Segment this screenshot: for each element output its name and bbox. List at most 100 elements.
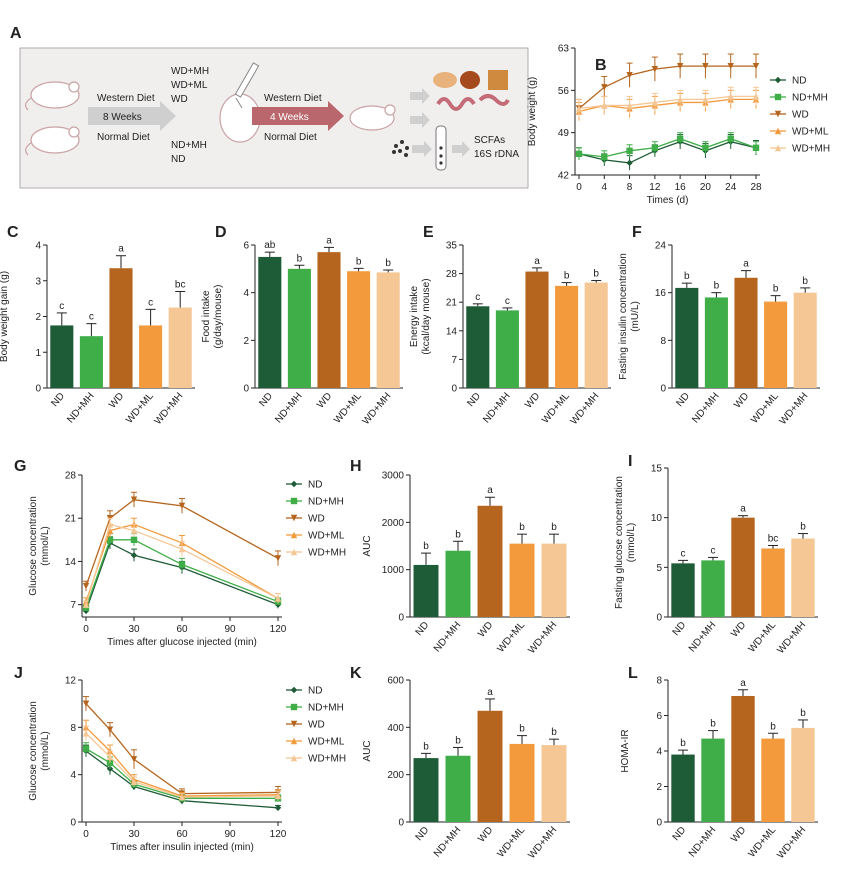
marker-wd <box>676 62 684 70</box>
x-tick-label-wd: WD <box>523 391 542 411</box>
bar-nd-mh <box>445 755 471 822</box>
legend-label-wd: WD <box>308 720 325 731</box>
marker-wd <box>130 756 138 763</box>
significance-letter-wd-mh: b <box>385 258 391 269</box>
marker-nd <box>274 804 282 811</box>
marker-wd <box>290 720 298 728</box>
x-tick-label-wd-mh: WD+MH <box>361 391 394 427</box>
series-line-nd-mh <box>578 138 757 158</box>
y-tick-label-e: 14 <box>446 326 458 337</box>
legend-label-wd-mh: WD+MH <box>308 548 346 559</box>
y-tick-label-f: 16 <box>655 288 667 299</box>
x-tick-label-b: 16 <box>675 182 687 193</box>
bar-nd <box>413 758 439 822</box>
x-tick-label-wd-mh: WD+MH <box>775 825 808 861</box>
significance-letter-wd-ml: b <box>519 522 525 533</box>
marker-wd <box>752 62 760 70</box>
legend-label-nd-mh: ND+MH <box>308 703 344 714</box>
significance-letter-nd-mh: b <box>455 735 461 746</box>
y-tick-label-h: 3000 <box>382 471 405 482</box>
y-tick-label-h: 0 <box>398 613 404 624</box>
panel-label-g: G <box>14 458 26 475</box>
y-tick-label-l: 4 <box>656 747 662 758</box>
bar-wd-mh <box>541 745 567 822</box>
bar-wd-ml <box>764 301 788 388</box>
western-diet-label: Western Diet <box>97 93 155 104</box>
bar-wd <box>317 252 341 388</box>
y-tick-label-b: 56 <box>558 86 570 97</box>
significance-letter-wd-ml: b <box>356 256 362 267</box>
legend-label-wd: WD <box>308 514 325 525</box>
normal-diet-label-2: Normal Diet <box>264 132 317 143</box>
marker-wd-mh <box>702 96 709 103</box>
bar-nd-mh <box>704 297 728 388</box>
sample-arrow <box>412 141 432 157</box>
significance-letter-nd-mh: c <box>505 296 510 307</box>
y-axis-label-line1-f: Fasting insulin concentration <box>618 253 629 380</box>
marker-wd-mh <box>130 527 138 534</box>
x-tick-label-g: 30 <box>128 624 140 635</box>
bar-nd <box>258 256 282 388</box>
marker-wd-mh <box>178 545 186 553</box>
marker-wd <box>290 514 298 522</box>
y-axis-label-g: Glucose concentration(mmol/L) <box>28 496 51 596</box>
marker-wd <box>601 84 608 91</box>
marker-nd-mh <box>178 561 186 568</box>
y-tick-label-c: 0 <box>35 384 41 395</box>
y-axis-label-i: Fasting glucose concentration(mmol/L) <box>614 476 637 609</box>
panel-l: L 0 2 4 6 8 HOMA-IR b ND b ND+MH a WD b WD+ML b WD+MH <box>620 665 818 861</box>
mouse-icon-top <box>25 81 80 111</box>
x-tick-label-nd: ND <box>49 391 67 409</box>
y-tick-label-i: 0 <box>656 613 662 624</box>
marker-wd-mh <box>274 595 282 602</box>
bar-wd-ml <box>347 271 371 388</box>
y-tick-label-g: 21 <box>65 514 77 525</box>
significance-letter-wd: a <box>743 259 749 270</box>
panel-j: J 0 4 8 12 Glucose concentration(mmol/L) 0 30 60… <box>14 665 346 853</box>
significance-letter-wd: a <box>487 485 493 496</box>
marker-wd-mh <box>274 792 282 800</box>
marker-nd-mh <box>651 144 659 151</box>
x-tick-label-wd-ml: WD+ML <box>749 391 781 426</box>
marker-wd-mh <box>82 601 90 608</box>
marker-nd-mh <box>774 93 782 101</box>
y-axis-label-line1-i: Fasting glucose concentration <box>614 476 625 609</box>
x-axis-label-b: Times (d) <box>647 195 689 206</box>
legend-g: ND ND+MH WD WD+ML WD+MH <box>286 480 346 559</box>
panel-label-j: J <box>14 665 23 682</box>
x-tick-label-wd: WD <box>476 620 495 640</box>
x-tick-label-wd: WD <box>476 825 495 845</box>
significance-letter-nd-mh: b <box>455 529 461 540</box>
legend-label-wd-mh: WD+MH <box>792 144 830 155</box>
x-tick-label-g: 60 <box>176 624 188 635</box>
x-tick-label-wd: WD <box>729 620 748 640</box>
group-wd-ml-label: WD+ML <box>171 80 208 91</box>
y-axis-label-h: AUC <box>362 535 373 556</box>
x-tick-label-g: 90 <box>224 624 236 635</box>
bar-wd <box>477 505 503 617</box>
legend-label-wd-mh: WD+MH <box>308 754 346 765</box>
y-tick-label-l: 2 <box>656 782 662 793</box>
marker-wd <box>651 65 659 73</box>
marker-wd-mh <box>82 730 90 737</box>
marker-nd <box>130 552 138 559</box>
x-tick-label-b: 24 <box>725 182 737 193</box>
bar-nd <box>671 563 695 617</box>
western-diet-label-2: Western Diet <box>264 93 322 104</box>
panel-label-h: H <box>350 458 362 475</box>
marker-nd <box>774 76 782 84</box>
y-tick-label-i: 5 <box>656 563 662 574</box>
significance-letter-nd: c <box>681 548 686 559</box>
significance-letter-nd: c <box>475 292 480 303</box>
x-tick-label-nd-mh: ND+MH <box>481 391 512 426</box>
y-axis-label-line1-d: Food intake <box>201 290 212 343</box>
bar-nd-mh <box>701 738 725 822</box>
significance-letter-wd: a <box>326 235 332 246</box>
marker-wd <box>626 72 633 79</box>
x-tick-label-nd: ND <box>414 825 432 843</box>
panel-f: F 0 8 16 24 Fasting insulin concentration(mU/… <box>618 224 820 427</box>
y-tick-label-k: 400 <box>387 723 404 734</box>
y-tick-label-g: 14 <box>65 557 77 568</box>
bar-nd-mh <box>701 560 725 617</box>
